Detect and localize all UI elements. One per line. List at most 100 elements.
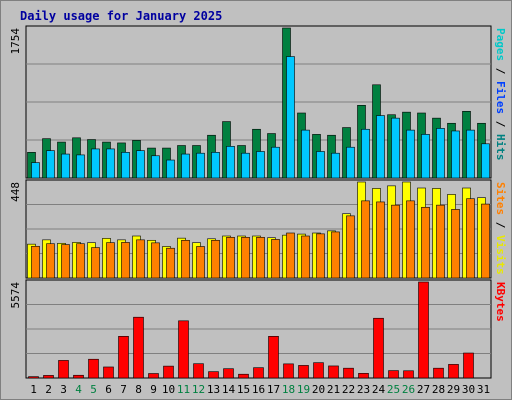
bar-files-day-17 [271, 146, 280, 179]
bar-sites-day-3 [61, 244, 70, 279]
day-label-31: 31 [477, 383, 490, 396]
bar-files-day-27 [421, 134, 430, 179]
day-label-24: 24 [372, 383, 386, 396]
bar-kbytes-day-19 [298, 365, 309, 379]
chart-title: Daily usage for January 2025 [20, 9, 222, 23]
day-label-20: 20 [312, 383, 325, 396]
bar-files-day-18 [286, 56, 295, 179]
bar-sites-day-31 [481, 203, 490, 279]
bar-kbytes-day-7 [118, 336, 129, 379]
bar-files-day-7 [121, 152, 130, 179]
bar-sites-day-24 [376, 201, 385, 279]
bar-kbytes-day-29 [448, 364, 459, 379]
day-label-2: 2 [45, 383, 52, 396]
day-label-17: 17 [267, 383, 280, 396]
bar-sites-day-27 [421, 206, 430, 279]
bar-files-day-12 [196, 152, 205, 179]
bar-sites-day-12 [196, 246, 205, 279]
bar-kbytes-day-5 [88, 358, 99, 379]
legend-pages: Pages [494, 28, 507, 61]
day-label-6: 6 [105, 383, 112, 396]
bar-kbytes-day-10 [163, 365, 174, 379]
bar-sites-day-14 [226, 236, 235, 279]
bar-kbytes-day-14 [223, 368, 234, 379]
bar-kbytes-day-8 [133, 316, 144, 379]
day-label-10: 10 [162, 383, 175, 396]
bar-sites-day-22 [346, 215, 355, 279]
bar-files-day-10 [166, 159, 175, 179]
bar-files-day-25 [391, 117, 400, 179]
bar-files-day-24 [376, 115, 385, 179]
bar-sites-day-21 [331, 231, 340, 279]
bar-sites-day-19 [301, 235, 310, 279]
bar-sites-day-6 [106, 242, 115, 279]
bar-kbytes-day-28 [433, 367, 444, 379]
chart-panels: 1754 Pages / Files / Hits 448 Sites / Visit… [9, 25, 507, 379]
legend-separator: / [494, 114, 507, 134]
legend-hits: Hits [494, 134, 507, 161]
day-label-16: 16 [252, 383, 265, 396]
day-labels: 1 2 3 4 5 6 7 8 9 10 11 12 13 14 15 16 17 18 19 20 21 22 23 24 2… [30, 383, 490, 396]
bar-kbytes-day-15 [238, 373, 249, 379]
bar-files-day-8 [136, 150, 145, 179]
day-label-11: 11 [177, 383, 190, 396]
legend-separator: / [494, 61, 507, 81]
bar-kbytes-day-3 [58, 360, 69, 379]
bar-sites-day-29 [451, 209, 460, 279]
bar-sites-day-18 [286, 232, 295, 279]
bar-kbytes-day-13 [208, 371, 219, 379]
legend-visits: Visits [494, 235, 507, 275]
bar-files-day-21 [331, 152, 340, 179]
day-label-18: 18 [282, 383, 295, 396]
axis-legend: KBytes [494, 282, 507, 322]
bar-files-day-26 [406, 129, 415, 179]
panel-kbytes: 5574 KBytes [9, 279, 507, 379]
bar-files-day-1 [31, 162, 40, 179]
bar-sites-day-20 [316, 233, 325, 279]
bar-files-day-23 [361, 128, 370, 179]
bar-sites-day-2 [46, 243, 55, 279]
bar-kbytes-day-1 [28, 376, 39, 379]
bar-kbytes-day-16 [253, 367, 264, 379]
bar-kbytes-day-20 [313, 362, 324, 379]
bar-kbytes-day-30 [463, 352, 474, 379]
bar-kbytes-day-22 [343, 367, 354, 379]
bar-files-day-15 [241, 152, 250, 179]
bar-kbytes-day-12 [193, 363, 204, 379]
bar-sites-day-4 [76, 243, 85, 279]
ymax-label: 1754 [9, 28, 22, 55]
bar-files-day-28 [436, 128, 445, 179]
bar-kbytes-day-26 [403, 370, 414, 379]
legend-sites: Sites [494, 182, 507, 215]
bar-files-day-19 [301, 129, 310, 179]
day-label-23: 23 [357, 383, 370, 396]
bar-files-day-5 [91, 148, 100, 179]
bar-files-day-9 [151, 155, 160, 179]
bar-files-day-29 [451, 130, 460, 179]
bar-sites-day-13 [211, 239, 220, 279]
day-label-15: 15 [237, 383, 250, 396]
day-label-22: 22 [342, 383, 355, 396]
bar-files-day-31 [481, 143, 490, 179]
bar-sites-day-23 [361, 200, 370, 279]
day-label-7: 7 [120, 383, 127, 396]
day-label-9: 9 [150, 383, 157, 396]
day-label-5: 5 [90, 383, 97, 396]
bar-sites-day-9 [151, 242, 160, 279]
day-label-26: 26 [402, 383, 415, 396]
bar-sites-day-16 [256, 236, 265, 279]
axis-legend: Sites / Visits [494, 182, 507, 275]
bar-files-day-11 [181, 153, 190, 179]
bar-kbytes-day-25 [388, 370, 399, 379]
bar-sites-day-5 [91, 247, 100, 279]
day-label-13: 13 [207, 383, 220, 396]
bar-files-day-16 [256, 151, 265, 179]
bar-kbytes-day-4 [73, 374, 84, 379]
day-label-19: 19 [297, 383, 310, 396]
day-label-3: 3 [60, 383, 67, 396]
day-label-4: 4 [75, 383, 82, 396]
bar-kbytes-day-18 [283, 363, 294, 379]
bar-kbytes-day-21 [328, 365, 339, 379]
day-label-28: 28 [432, 383, 445, 396]
